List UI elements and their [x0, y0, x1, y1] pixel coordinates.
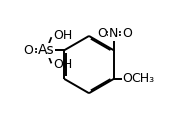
Text: OH: OH — [53, 29, 72, 42]
Text: As: As — [37, 43, 54, 57]
Text: O: O — [122, 27, 132, 40]
Text: CH₃: CH₃ — [131, 72, 154, 85]
Text: OH: OH — [53, 58, 72, 71]
Text: O: O — [122, 72, 132, 85]
Text: O: O — [23, 44, 33, 57]
Text: O: O — [97, 27, 107, 40]
Text: N: N — [109, 27, 119, 40]
